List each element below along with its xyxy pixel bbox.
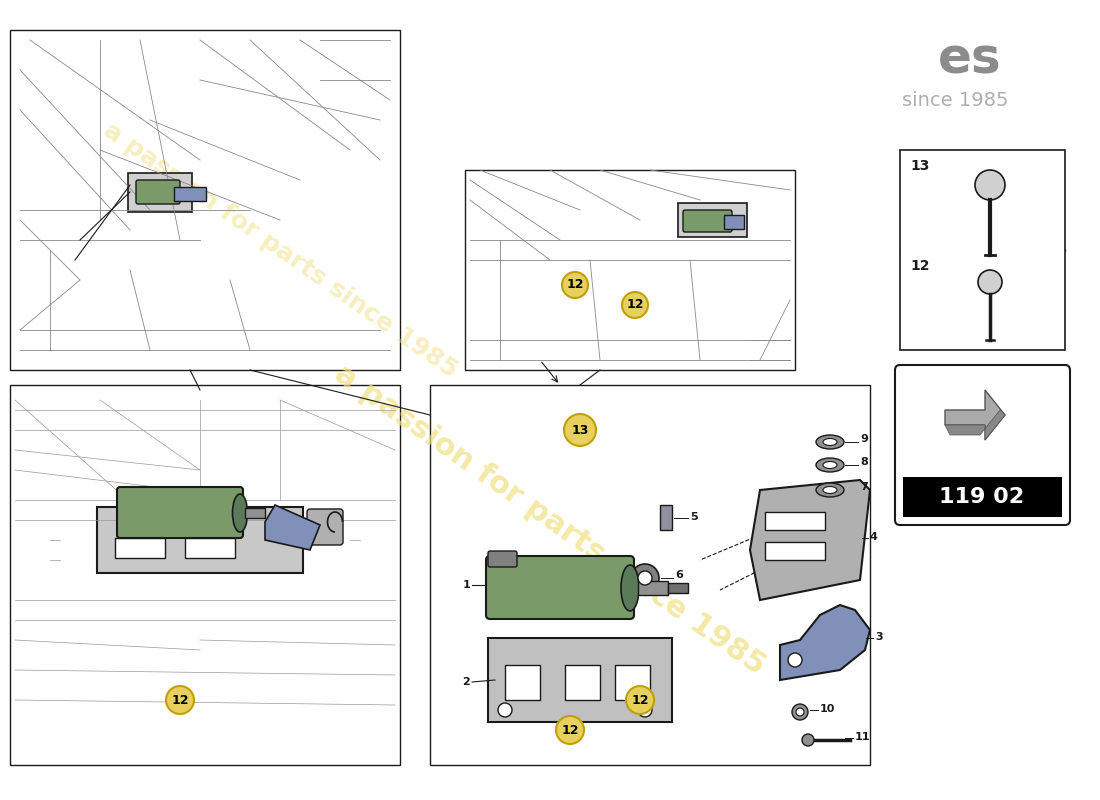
FancyBboxPatch shape bbox=[117, 487, 243, 538]
Text: 2: 2 bbox=[462, 677, 470, 687]
Polygon shape bbox=[750, 480, 870, 600]
Circle shape bbox=[564, 414, 596, 446]
Text: 13: 13 bbox=[571, 423, 588, 437]
FancyBboxPatch shape bbox=[136, 180, 180, 204]
FancyBboxPatch shape bbox=[900, 150, 1065, 350]
Text: 12: 12 bbox=[561, 723, 579, 737]
Text: 6: 6 bbox=[675, 570, 683, 580]
Circle shape bbox=[621, 292, 648, 318]
FancyBboxPatch shape bbox=[10, 385, 400, 765]
Polygon shape bbox=[945, 410, 1005, 440]
Text: 13: 13 bbox=[910, 159, 930, 173]
Circle shape bbox=[166, 686, 194, 714]
FancyBboxPatch shape bbox=[486, 556, 634, 619]
FancyBboxPatch shape bbox=[764, 542, 825, 560]
Text: 5: 5 bbox=[690, 512, 697, 522]
FancyBboxPatch shape bbox=[724, 215, 744, 229]
Text: 10: 10 bbox=[820, 704, 835, 714]
FancyBboxPatch shape bbox=[895, 365, 1070, 525]
Circle shape bbox=[796, 708, 804, 716]
Text: 12: 12 bbox=[626, 298, 644, 311]
FancyBboxPatch shape bbox=[615, 665, 650, 700]
Circle shape bbox=[631, 564, 659, 592]
Text: 12: 12 bbox=[172, 694, 189, 706]
FancyBboxPatch shape bbox=[903, 477, 1062, 517]
Text: 9: 9 bbox=[860, 434, 868, 444]
Circle shape bbox=[978, 270, 1002, 294]
Circle shape bbox=[792, 704, 808, 720]
Circle shape bbox=[638, 571, 652, 585]
FancyBboxPatch shape bbox=[764, 512, 825, 530]
Bar bbox=[660, 505, 672, 530]
FancyBboxPatch shape bbox=[565, 665, 600, 700]
FancyBboxPatch shape bbox=[465, 170, 795, 370]
Text: 8: 8 bbox=[860, 457, 868, 467]
Polygon shape bbox=[265, 505, 320, 550]
Text: 12: 12 bbox=[910, 259, 930, 273]
Text: es: es bbox=[938, 36, 1002, 84]
Ellipse shape bbox=[823, 486, 837, 494]
FancyBboxPatch shape bbox=[488, 551, 517, 567]
FancyBboxPatch shape bbox=[668, 583, 688, 593]
Circle shape bbox=[975, 170, 1005, 200]
Text: 3: 3 bbox=[874, 632, 882, 642]
Ellipse shape bbox=[621, 565, 639, 611]
Text: 12: 12 bbox=[566, 278, 584, 291]
Ellipse shape bbox=[816, 458, 844, 472]
Text: a passion for parts since 1985: a passion for parts since 1985 bbox=[99, 118, 461, 382]
Text: 119 02: 119 02 bbox=[939, 487, 1024, 507]
Circle shape bbox=[788, 653, 802, 667]
Circle shape bbox=[626, 686, 654, 714]
Ellipse shape bbox=[823, 462, 837, 469]
FancyBboxPatch shape bbox=[116, 538, 165, 558]
Ellipse shape bbox=[816, 435, 844, 449]
Circle shape bbox=[802, 734, 814, 746]
Text: 12: 12 bbox=[631, 694, 649, 706]
FancyBboxPatch shape bbox=[430, 385, 870, 765]
Text: 4: 4 bbox=[870, 532, 878, 542]
Polygon shape bbox=[945, 390, 1005, 440]
FancyBboxPatch shape bbox=[505, 665, 540, 700]
FancyBboxPatch shape bbox=[678, 203, 747, 237]
FancyBboxPatch shape bbox=[683, 210, 732, 232]
Text: a passion for parts since 1985: a passion for parts since 1985 bbox=[329, 359, 771, 681]
Ellipse shape bbox=[823, 438, 837, 446]
Polygon shape bbox=[780, 605, 870, 680]
Circle shape bbox=[556, 716, 584, 744]
FancyBboxPatch shape bbox=[97, 507, 302, 573]
FancyBboxPatch shape bbox=[174, 187, 206, 201]
Text: 7: 7 bbox=[860, 482, 868, 492]
Text: 11: 11 bbox=[855, 732, 870, 742]
FancyBboxPatch shape bbox=[307, 509, 343, 545]
FancyBboxPatch shape bbox=[245, 508, 265, 518]
Circle shape bbox=[562, 272, 588, 298]
Circle shape bbox=[498, 703, 512, 717]
FancyBboxPatch shape bbox=[10, 30, 400, 370]
Ellipse shape bbox=[816, 483, 844, 497]
Ellipse shape bbox=[232, 494, 248, 532]
Circle shape bbox=[638, 703, 652, 717]
Text: 1: 1 bbox=[462, 580, 470, 590]
FancyBboxPatch shape bbox=[488, 638, 672, 722]
Text: since 1985: since 1985 bbox=[902, 90, 1009, 110]
FancyBboxPatch shape bbox=[638, 581, 668, 595]
FancyBboxPatch shape bbox=[128, 173, 192, 212]
FancyBboxPatch shape bbox=[185, 538, 235, 558]
